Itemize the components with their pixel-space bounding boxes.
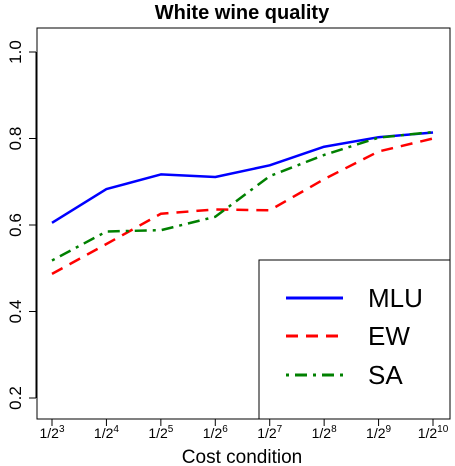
y-tick-label: 0.6 (6, 213, 25, 237)
x-tick-label: 1/25 (148, 424, 173, 441)
x-axis-label: Cost condition (182, 447, 302, 466)
legend-label-ew: EW (368, 321, 410, 351)
chart-title: White wine quality (155, 2, 330, 24)
legend-box (258, 259, 451, 420)
plot-area: 0.2 0.4 0.6 0.8 1.0 1/23 1/24 1/25 1/26 1/27 1/28 1… (6, 27, 451, 441)
x-tick-label: 1/24 (94, 424, 119, 441)
series-line-sa (51, 130, 434, 262)
x-tick-label: 1/210 (418, 424, 449, 441)
x-tick-label: 1/23 (39, 424, 64, 441)
y-tick-label: 0.4 (6, 300, 25, 324)
y-tick-label: 0.8 (6, 127, 25, 151)
x-tick-label: 1/26 (203, 424, 228, 441)
x-tick-label: 1/27 (257, 424, 282, 441)
series-line-ew (51, 137, 434, 275)
x-tick-label: 1/28 (312, 424, 337, 441)
series-line-mlu (51, 131, 434, 224)
legend-label-sa: SA (368, 360, 403, 390)
y-tick-label: 1.0 (6, 40, 25, 64)
y-tick-label: 0.2 (6, 386, 25, 410)
legend-label-mlu: MLU (368, 283, 423, 313)
x-tick-label: 1/29 (366, 424, 391, 441)
